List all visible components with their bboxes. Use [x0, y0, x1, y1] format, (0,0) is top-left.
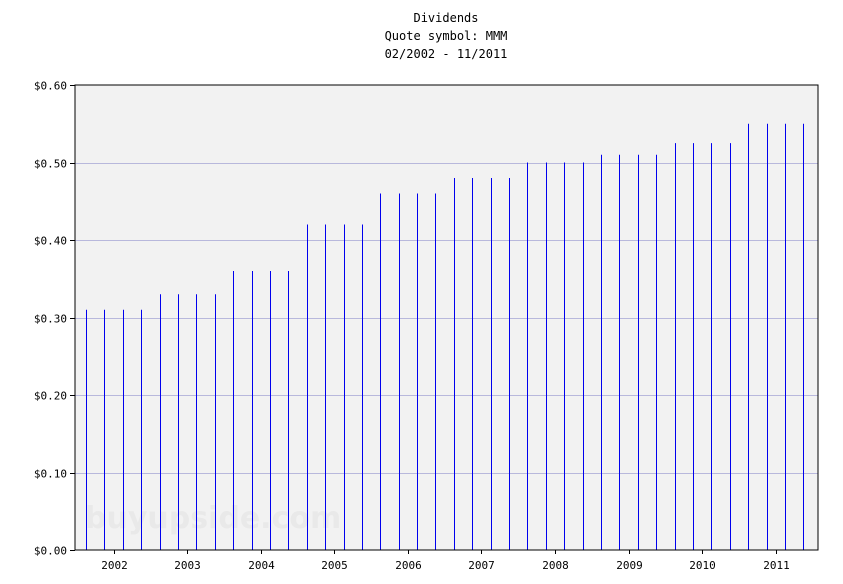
x-tick-label: 2003 [174, 559, 201, 572]
y-tick-label: $0.50 [34, 158, 67, 171]
grid-lines [75, 163, 818, 474]
y-tick-label: $0.20 [34, 390, 67, 403]
x-tick-label: 2007 [468, 559, 495, 572]
x-tick-label: 2010 [689, 559, 716, 572]
y-tick-label: $0.10 [34, 468, 67, 481]
y-tick-label: $0.00 [34, 545, 67, 558]
x-tick-label: 2008 [542, 559, 569, 572]
x-tick-label: 2011 [763, 559, 790, 572]
x-tick-label: 2005 [321, 559, 348, 572]
y-axis: $0.00 $0.10 $0.20 $0.30 $0.40 $0.50 $0.60 [34, 80, 75, 558]
chart-period: 02/2002 - 11/2011 [385, 47, 508, 61]
y-tick-label: $0.40 [34, 235, 67, 248]
x-axis: 2002 2003 2004 2005 2006 2007 2008 2009 2010 2011 [101, 550, 790, 572]
plot-frame [74, 84, 819, 551]
x-tick-label: 2006 [395, 559, 422, 572]
chart-title: Dividends [413, 11, 478, 25]
x-tick-label: 2002 [101, 559, 128, 572]
x-tick-label: 2009 [616, 559, 643, 572]
chart-subtitle: Quote symbol: MMM [385, 29, 508, 43]
y-tick-label: $0.30 [34, 313, 67, 326]
x-tick-label: 2004 [248, 559, 275, 572]
y-tick-label: $0.60 [34, 80, 67, 93]
watermark: buyupside.com [85, 501, 341, 536]
dividend-bars [86, 123, 804, 550]
plot-area [75, 85, 818, 550]
